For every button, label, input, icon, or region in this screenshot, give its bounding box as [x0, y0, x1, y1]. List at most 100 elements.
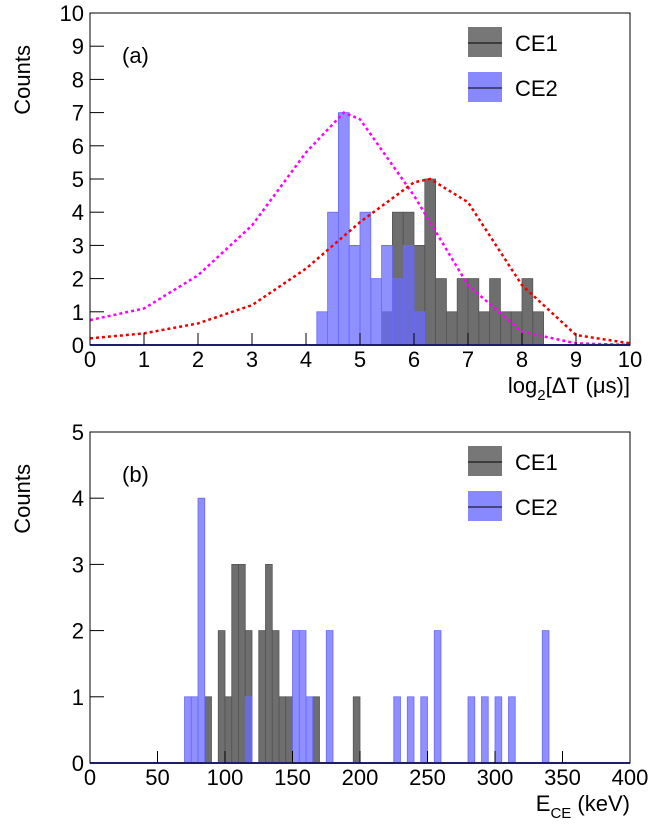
histogram-bar: [325, 630, 334, 764]
histogram-bar: [435, 278, 447, 346]
histogram-bar: [184, 696, 192, 764]
histogram-bar: [406, 696, 415, 764]
y-tick-label: 5: [72, 420, 84, 445]
x-tick-label: 50: [145, 765, 169, 790]
x-tick-label: 6: [408, 347, 420, 372]
legend-label: CE2: [515, 495, 558, 520]
x-tick-label: 5: [354, 347, 366, 372]
legend-swatch: [468, 72, 502, 102]
histogram-bar: [541, 630, 550, 764]
histogram-bar: [381, 244, 393, 346]
x-tick-label: 4: [300, 347, 312, 372]
x-tick-label: 350: [544, 765, 581, 790]
x-tick-label: 150: [274, 765, 311, 790]
x-tick-label: 300: [477, 765, 514, 790]
x-tick-label: 2: [192, 347, 204, 372]
y-tick-label: 1: [72, 685, 84, 710]
x-tick-label: 10: [618, 347, 642, 372]
histogram-bar: [278, 696, 287, 764]
y-axis-label: Counts: [10, 45, 35, 115]
legend-swatch: [468, 27, 502, 57]
fit-curve: [89, 111, 631, 347]
histogram-bar: [393, 696, 401, 764]
histogram-bar: [424, 178, 436, 346]
histogram-bar: [402, 244, 415, 346]
histogram-bar: [265, 564, 273, 764]
y-axis-label: Counts: [10, 464, 35, 534]
x-label-rest: [ΔT (μs)]: [546, 373, 630, 398]
histogram-bar: [494, 696, 503, 764]
histogram-bar: [352, 696, 361, 764]
histogram-bar: [348, 244, 361, 346]
histogram-bar: [420, 696, 428, 764]
x-axis-label: ECE (keV): [536, 791, 630, 819]
y-tick-label: 0: [72, 751, 84, 776]
y-tick-label: 6: [72, 134, 84, 159]
y-tick-label: 5: [72, 167, 84, 192]
x-tick-label: 8: [516, 347, 528, 372]
x-tick-label: 200: [342, 765, 379, 790]
x-tick-label: 400: [612, 765, 649, 790]
histogram-bar: [327, 211, 339, 346]
histogram-bar: [478, 311, 490, 346]
x-label-main: log: [508, 373, 537, 398]
histogram-bar: [238, 564, 246, 764]
histogram-bar: [433, 630, 442, 764]
y-tick-label: 8: [72, 67, 84, 92]
y-tick-label: 0: [72, 333, 84, 358]
histogram-bar: [258, 630, 266, 764]
y-tick-label: 4: [72, 486, 84, 511]
x-tick-label: 3: [246, 347, 258, 372]
histogram-bar: [456, 278, 469, 346]
y-tick-label: 3: [72, 233, 84, 258]
y-tick-label: 10: [60, 1, 84, 26]
x-label-sub: CE: [550, 805, 571, 819]
histogram-bar: [224, 696, 233, 764]
y-tick-label: 1: [72, 300, 84, 325]
histogram-bar: [467, 696, 476, 764]
legend-swatch: [468, 446, 502, 476]
panel-label: (a): [122, 43, 149, 68]
legend-label: CE1: [515, 31, 558, 56]
y-tick-label: 7: [72, 101, 84, 126]
histogram-bar: [204, 696, 212, 764]
x-tick-label: 9: [570, 347, 582, 372]
histogram-bar: [197, 497, 206, 764]
legend-swatch: [468, 491, 502, 521]
y-tick-label: 2: [72, 619, 84, 644]
legend-label: CE2: [515, 76, 558, 101]
fit-curve: [89, 177, 631, 345]
histogram-bar: [271, 630, 280, 764]
x-tick-label: 0: [84, 765, 96, 790]
histogram-bar: [312, 696, 320, 764]
histogram-bar: [413, 311, 426, 346]
x-axis-label: log2[ΔT (μs)]: [508, 373, 630, 404]
histogram-bar: [190, 696, 199, 764]
x-label-main: E: [536, 791, 551, 816]
y-tick-label: 9: [72, 34, 84, 59]
x-tick-label: 0: [84, 347, 96, 372]
histogram-bar: [305, 696, 314, 764]
histogram-bar: [508, 696, 516, 764]
histogram-bar: [391, 278, 404, 346]
histogram-bar: [298, 630, 307, 764]
x-tick-label: 7: [462, 347, 474, 372]
histogram-bar: [285, 696, 293, 764]
x-label-sub: 2: [537, 387, 545, 404]
histogram-bar: [532, 311, 544, 346]
x-tick-label: 250: [409, 765, 446, 790]
histogram-bar: [370, 278, 382, 346]
histogram-bar: [316, 311, 328, 346]
legend-label: CE1: [515, 450, 558, 475]
histogram-bar: [481, 696, 489, 764]
histogram-bar: [244, 696, 253, 764]
histogram-bar: [292, 630, 300, 764]
y-tick-label: 2: [72, 267, 84, 292]
x-label-rest: (keV): [571, 791, 630, 816]
histogram-bar: [231, 564, 239, 764]
x-tick-label: 100: [207, 765, 244, 790]
y-tick-label: 3: [72, 552, 84, 577]
histogram-bar: [217, 630, 226, 764]
panel-label: (b): [122, 462, 149, 487]
